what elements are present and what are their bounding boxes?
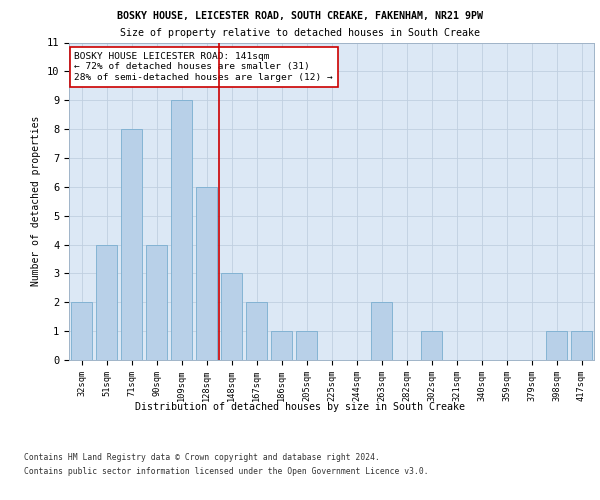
Bar (146, 244, 167, 360)
Bar (96, 244, 117, 360)
Text: Contains public sector information licensed under the Open Government Licence v3: Contains public sector information licen… (24, 467, 428, 476)
Text: BOSKY HOUSE, LEICESTER ROAD, SOUTH CREAKE, FAKENHAM, NR21 9PW: BOSKY HOUSE, LEICESTER ROAD, SOUTH CREAK… (117, 11, 483, 21)
Text: BOSKY HOUSE LEICESTER ROAD: 141sqm
← 72% of detached houses are smaller (31)
28%: BOSKY HOUSE LEICESTER ROAD: 141sqm ← 72%… (74, 52, 333, 82)
Text: Distribution of detached houses by size in South Creake: Distribution of detached houses by size … (135, 402, 465, 412)
Bar (71, 302, 92, 360)
Bar (371, 302, 392, 360)
Bar (171, 100, 192, 360)
Bar (296, 331, 317, 360)
Y-axis label: Number of detached properties: Number of detached properties (31, 116, 41, 286)
Bar (271, 331, 292, 360)
Bar (121, 129, 142, 360)
Bar (571, 331, 592, 360)
Bar (196, 187, 217, 360)
Text: Size of property relative to detached houses in South Creake: Size of property relative to detached ho… (120, 28, 480, 38)
Bar (546, 331, 567, 360)
Bar (246, 302, 267, 360)
Text: Contains HM Land Registry data © Crown copyright and database right 2024.: Contains HM Land Registry data © Crown c… (24, 454, 380, 462)
Bar (421, 331, 442, 360)
Bar (221, 274, 242, 360)
